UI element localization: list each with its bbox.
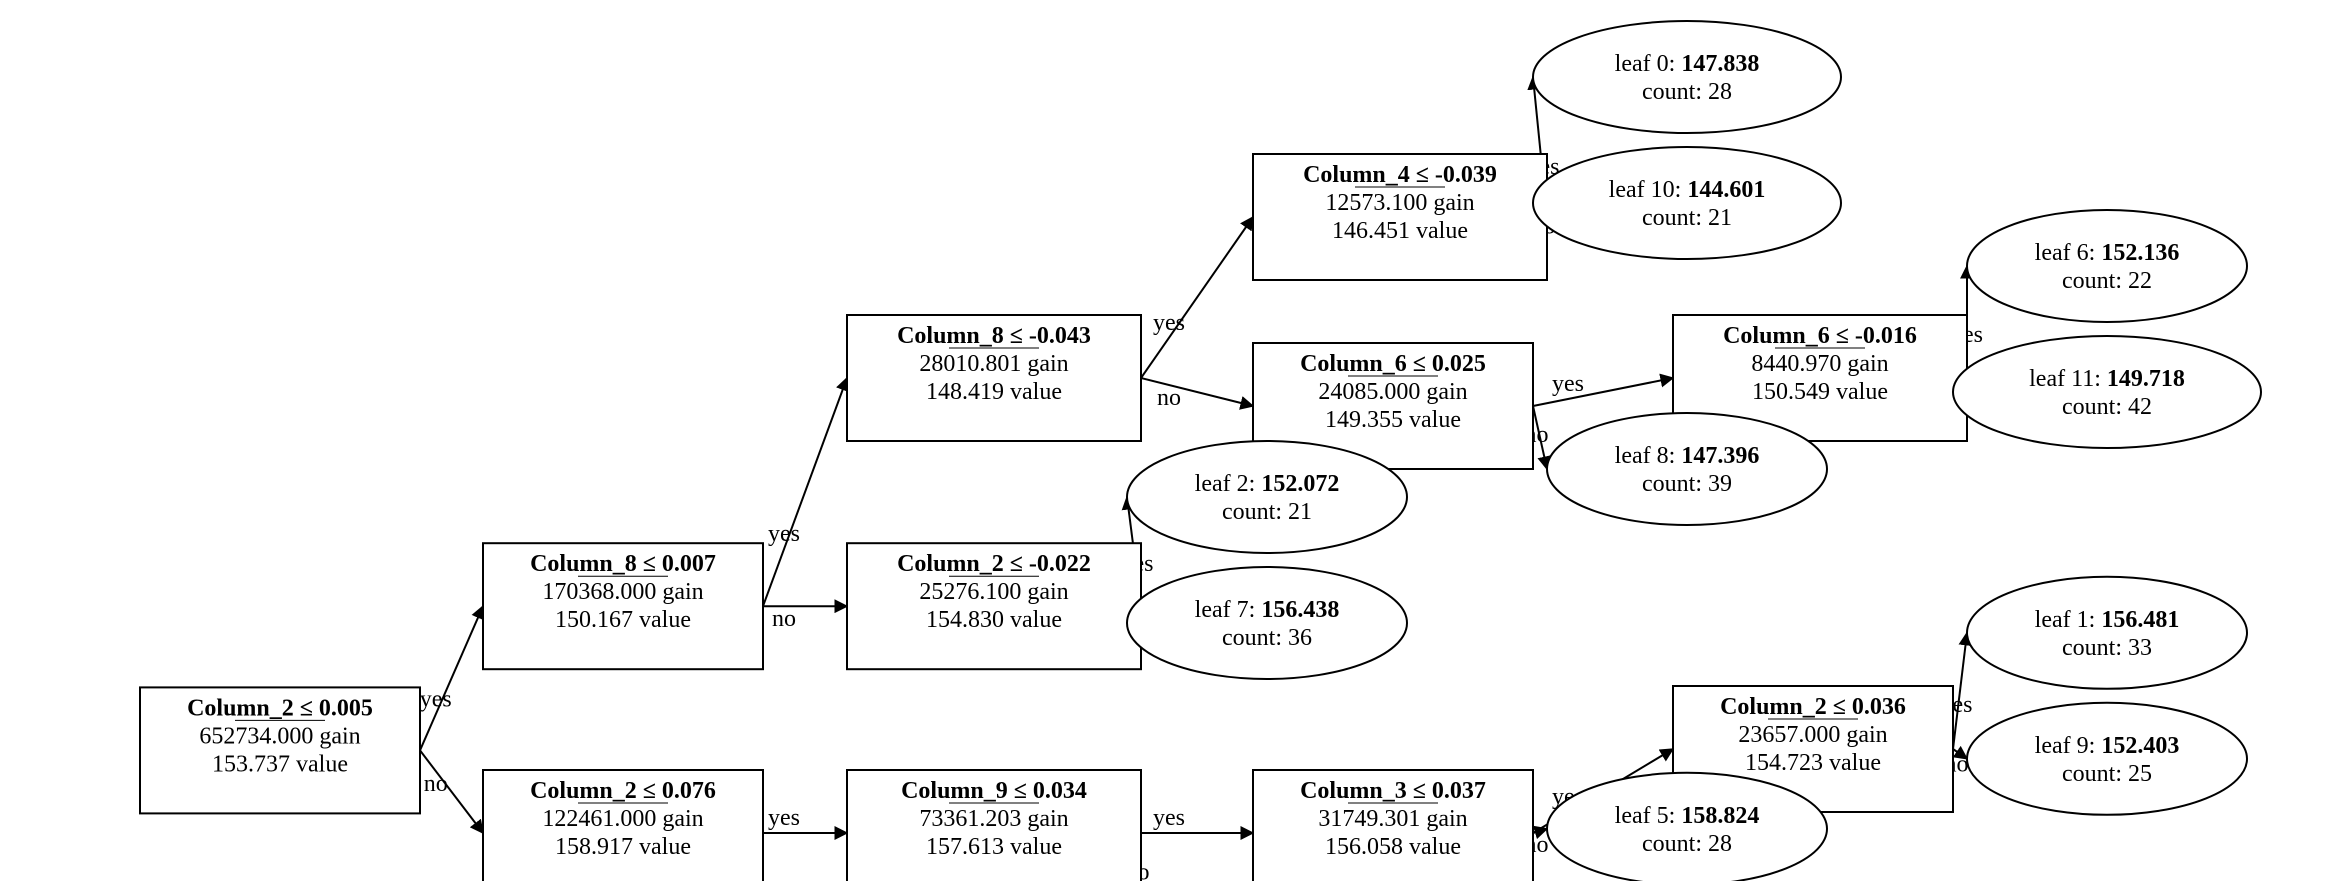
edge-label-no: no bbox=[772, 606, 796, 632]
split-value: 148.419 value bbox=[926, 379, 1062, 405]
split-gain: 170368.000 gain bbox=[542, 579, 703, 605]
split-gain: 31749.301 gain bbox=[1318, 806, 1467, 832]
split-value: 150.549 value bbox=[1752, 379, 1888, 405]
tree-edge bbox=[763, 378, 847, 606]
split-condition: Column_6 ≤ -0.016 bbox=[1723, 323, 1917, 349]
leaf-count: count: 28 bbox=[1642, 831, 1732, 857]
leaf-count: count: 33 bbox=[2062, 635, 2152, 661]
split-value: 153.737 value bbox=[212, 751, 348, 777]
leaf-node bbox=[1967, 210, 2247, 322]
leaf-node bbox=[1953, 336, 2261, 448]
edge-label-yes: yes bbox=[1552, 371, 1584, 397]
edge-label-yes: yes bbox=[420, 686, 452, 712]
split-gain: 122461.000 gain bbox=[542, 806, 703, 832]
leaf-count: count: 39 bbox=[1642, 471, 1732, 497]
split-value: 156.058 value bbox=[1325, 834, 1461, 860]
split-gain: 73361.203 gain bbox=[919, 806, 1068, 832]
split-value: 154.723 value bbox=[1745, 750, 1881, 776]
leaf-label: leaf 6: 152.136 bbox=[2035, 240, 2180, 266]
split-gain: 28010.801 gain bbox=[919, 351, 1068, 377]
edge-label-no: no bbox=[424, 771, 448, 797]
split-value: 149.355 value bbox=[1325, 407, 1461, 433]
edge-label-yes: yes bbox=[768, 521, 800, 547]
split-gain: 23657.000 gain bbox=[1738, 722, 1887, 748]
leaf-count: count: 25 bbox=[2062, 761, 2152, 787]
split-value: 154.830 value bbox=[926, 607, 1062, 633]
split-gain: 24085.000 gain bbox=[1318, 379, 1467, 405]
leaf-label: leaf 9: 152.403 bbox=[2035, 733, 2180, 759]
leaf-label: leaf 10: 144.601 bbox=[1609, 177, 1766, 203]
leaf-count: count: 21 bbox=[1222, 499, 1312, 525]
split-condition: Column_2 ≤ 0.005 bbox=[187, 695, 373, 721]
leaf-label: leaf 5: 158.824 bbox=[1615, 803, 1760, 829]
split-condition: Column_8 ≤ 0.007 bbox=[530, 551, 716, 577]
leaf-label: leaf 11: 149.718 bbox=[2029, 366, 2185, 392]
leaf-count: count: 36 bbox=[1222, 625, 1312, 651]
decision-tree-diagram: yesnoyesnoyesnoyesnoyesnoyesnoyesnoyesno… bbox=[0, 0, 2345, 881]
leaf-node bbox=[1547, 413, 1827, 525]
split-condition: Column_2 ≤ 0.036 bbox=[1720, 694, 1906, 720]
split-value: 146.451 value bbox=[1332, 218, 1468, 244]
edge-label-yes: yes bbox=[1153, 805, 1185, 831]
tree-edge bbox=[1953, 633, 1967, 749]
leaf-label: leaf 7: 156.438 bbox=[1195, 597, 1340, 623]
nodes: Column_2 ≤ 0.005652734.000 gain153.737 v… bbox=[140, 21, 2261, 881]
leaf-count: count: 42 bbox=[2062, 394, 2152, 420]
leaf-count: count: 28 bbox=[1642, 79, 1732, 105]
split-condition: Column_2 ≤ 0.076 bbox=[530, 778, 716, 804]
leaf-label: leaf 8: 147.396 bbox=[1615, 443, 1760, 469]
split-condition: Column_4 ≤ -0.039 bbox=[1303, 162, 1497, 188]
split-value: 157.613 value bbox=[926, 834, 1062, 860]
split-gain: 25276.100 gain bbox=[919, 579, 1068, 605]
leaf-count: count: 21 bbox=[1642, 205, 1732, 231]
split-value: 150.167 value bbox=[555, 607, 691, 633]
leaf-node bbox=[1533, 21, 1841, 133]
split-condition: Column_6 ≤ 0.025 bbox=[1300, 351, 1486, 377]
leaf-node bbox=[1127, 567, 1407, 679]
split-condition: Column_9 ≤ 0.034 bbox=[901, 778, 1087, 804]
leaf-label: leaf 1: 156.481 bbox=[2035, 607, 2180, 633]
tree-edge bbox=[420, 606, 483, 750]
leaf-node bbox=[1127, 441, 1407, 553]
split-gain: 652734.000 gain bbox=[199, 723, 360, 749]
split-gain: 12573.100 gain bbox=[1325, 190, 1474, 216]
leaf-label: leaf 2: 152.072 bbox=[1195, 471, 1340, 497]
split-condition: Column_3 ≤ 0.037 bbox=[1300, 778, 1486, 804]
leaf-node bbox=[1533, 147, 1841, 259]
tree-edge bbox=[1141, 217, 1253, 378]
edge-label-no: no bbox=[1157, 385, 1181, 411]
leaf-count: count: 22 bbox=[2062, 268, 2152, 294]
split-gain: 8440.970 gain bbox=[1751, 351, 1888, 377]
split-condition: Column_2 ≤ -0.022 bbox=[897, 551, 1091, 577]
split-value: 158.917 value bbox=[555, 834, 691, 860]
edge-label-yes: yes bbox=[1153, 310, 1185, 336]
leaf-label: leaf 0: 147.838 bbox=[1615, 51, 1760, 77]
split-condition: Column_8 ≤ -0.043 bbox=[897, 323, 1091, 349]
edge-label-yes: yes bbox=[768, 805, 800, 831]
